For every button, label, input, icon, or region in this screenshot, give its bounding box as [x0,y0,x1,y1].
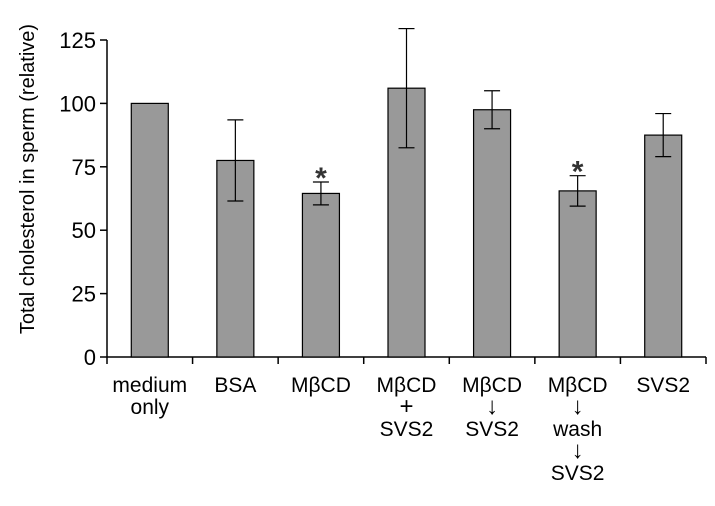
category-label: SVS2 [636,374,690,397]
error-bars [227,27,672,207]
category-label: only [131,396,170,419]
category-label: MβCD [291,374,351,397]
bar [130,102,169,358]
y-tick-label: 50 [72,218,96,243]
category-connector: + [399,393,413,420]
bar [558,190,597,358]
y-axis-label: Total cholesterol in sperm (relative) [17,24,39,334]
category-connector: ↓ [572,393,584,420]
category-label: SVS2 [380,418,434,441]
category-label: wash [552,418,602,441]
category-label: MβCD [377,374,437,397]
significance-marker: * [315,162,327,195]
category-label: SVS2 [551,462,605,485]
bar [301,192,341,358]
category-label: BSA [214,374,256,397]
y-tick-label: 0 [84,345,96,370]
category-label: MβCD [548,374,608,397]
category-label: SVS2 [465,418,519,441]
category-label: medium [112,374,187,397]
significance-markers: * * [315,156,584,195]
y-axis: 0 25 50 75 100 125 [59,28,108,370]
significance-marker: * [572,156,584,189]
category-connector: ↓ [572,437,584,464]
bar [644,134,683,358]
y-tick-label: 125 [59,28,96,53]
y-tick-label: 100 [59,91,96,116]
x-axis [106,356,707,364]
category-connector: ↓ [486,393,498,420]
y-tick-label: 25 [72,282,96,307]
category-label: MβCD [462,374,522,397]
bar [472,109,512,358]
y-tick-label: 75 [72,155,96,180]
